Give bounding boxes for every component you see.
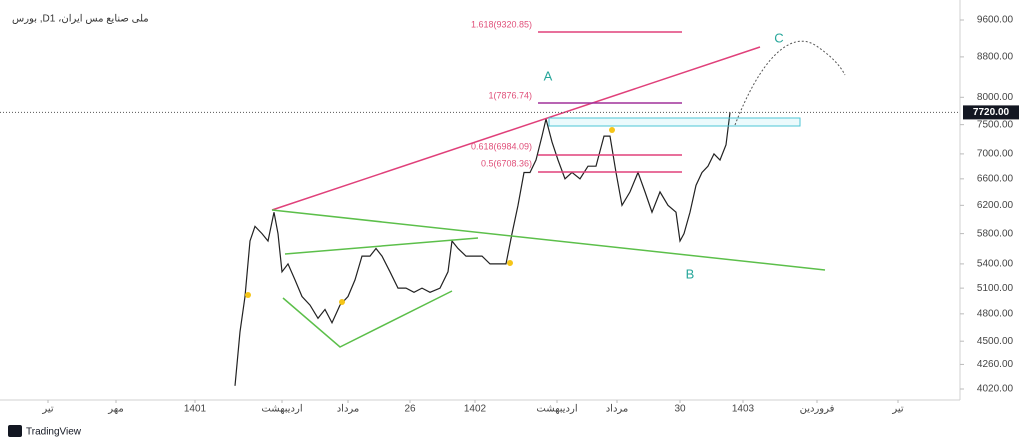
fib-label: 1.618(9320.85) — [471, 19, 532, 29]
zone-box — [548, 117, 801, 127]
footer: TradingView — [26, 427, 82, 438]
y-tick-label: 4020.00 — [977, 384, 1014, 395]
logo — [8, 425, 22, 437]
x-tick-label: 1402 — [464, 404, 487, 415]
x-tick-label: تیر — [891, 404, 904, 415]
wave-label: B — [686, 266, 695, 281]
plot — [234, 112, 731, 386]
y-tick-label: 7000.00 — [977, 149, 1014, 160]
y-tick-label: 4800.00 — [977, 308, 1014, 319]
fib-label: 0.618(6984.09) — [471, 141, 532, 151]
y-tick-label: 9600.00 — [977, 15, 1014, 26]
event-marker — [339, 299, 345, 305]
x-tick-label: 26 — [404, 404, 416, 415]
y-tick-label: 7500.00 — [977, 119, 1014, 130]
event-marker — [245, 292, 251, 298]
trend-line — [271, 209, 826, 271]
x-tick-label: تیر — [41, 404, 54, 415]
x-tick-label: مرداد — [606, 404, 629, 415]
x-tick-label: فروردین — [800, 404, 835, 415]
x-tick-label: اردیبهشت — [536, 404, 577, 415]
price-line — [234, 112, 731, 386]
y-tick-label: 5100.00 — [977, 283, 1014, 294]
x-tick-label: مرداد — [337, 404, 360, 415]
wave-label: A — [544, 68, 553, 83]
x-tick-label: اردیبهشت — [261, 404, 302, 415]
x-tick-label: 1403 — [732, 404, 755, 415]
chart-title: بورس ,Dملی صنایع مس ایران، 1 — [12, 14, 149, 25]
y-tick-label: 6200.00 — [977, 200, 1014, 211]
x-tick-label: مهر — [107, 404, 123, 415]
y-tick-label: 4500.00 — [977, 336, 1014, 347]
triangle-line — [282, 290, 453, 348]
triangle-line — [284, 237, 479, 255]
last-price-label: 7720.00 — [973, 107, 1010, 118]
last-price-box — [963, 105, 1019, 120]
event-marker — [609, 127, 615, 133]
x-tick-label: 1401 — [184, 404, 207, 415]
y-tick-label: 6600.00 — [977, 173, 1014, 184]
y-tick-label: 5400.00 — [977, 259, 1014, 270]
event-marker — [507, 260, 513, 266]
x-tick-label: 30 — [674, 404, 686, 415]
wave-label: C — [774, 30, 783, 45]
trend-line — [271, 46, 761, 211]
fib-label: 1(7876.74) — [488, 90, 532, 100]
fib-label: 0.5(6708.36) — [481, 158, 532, 168]
y-tick-label: 5800.00 — [977, 228, 1014, 239]
y-tick-label: 8000.00 — [977, 92, 1014, 103]
y-tick-label: 4260.00 — [977, 359, 1014, 370]
y-tick-label: 8800.00 — [977, 52, 1014, 63]
